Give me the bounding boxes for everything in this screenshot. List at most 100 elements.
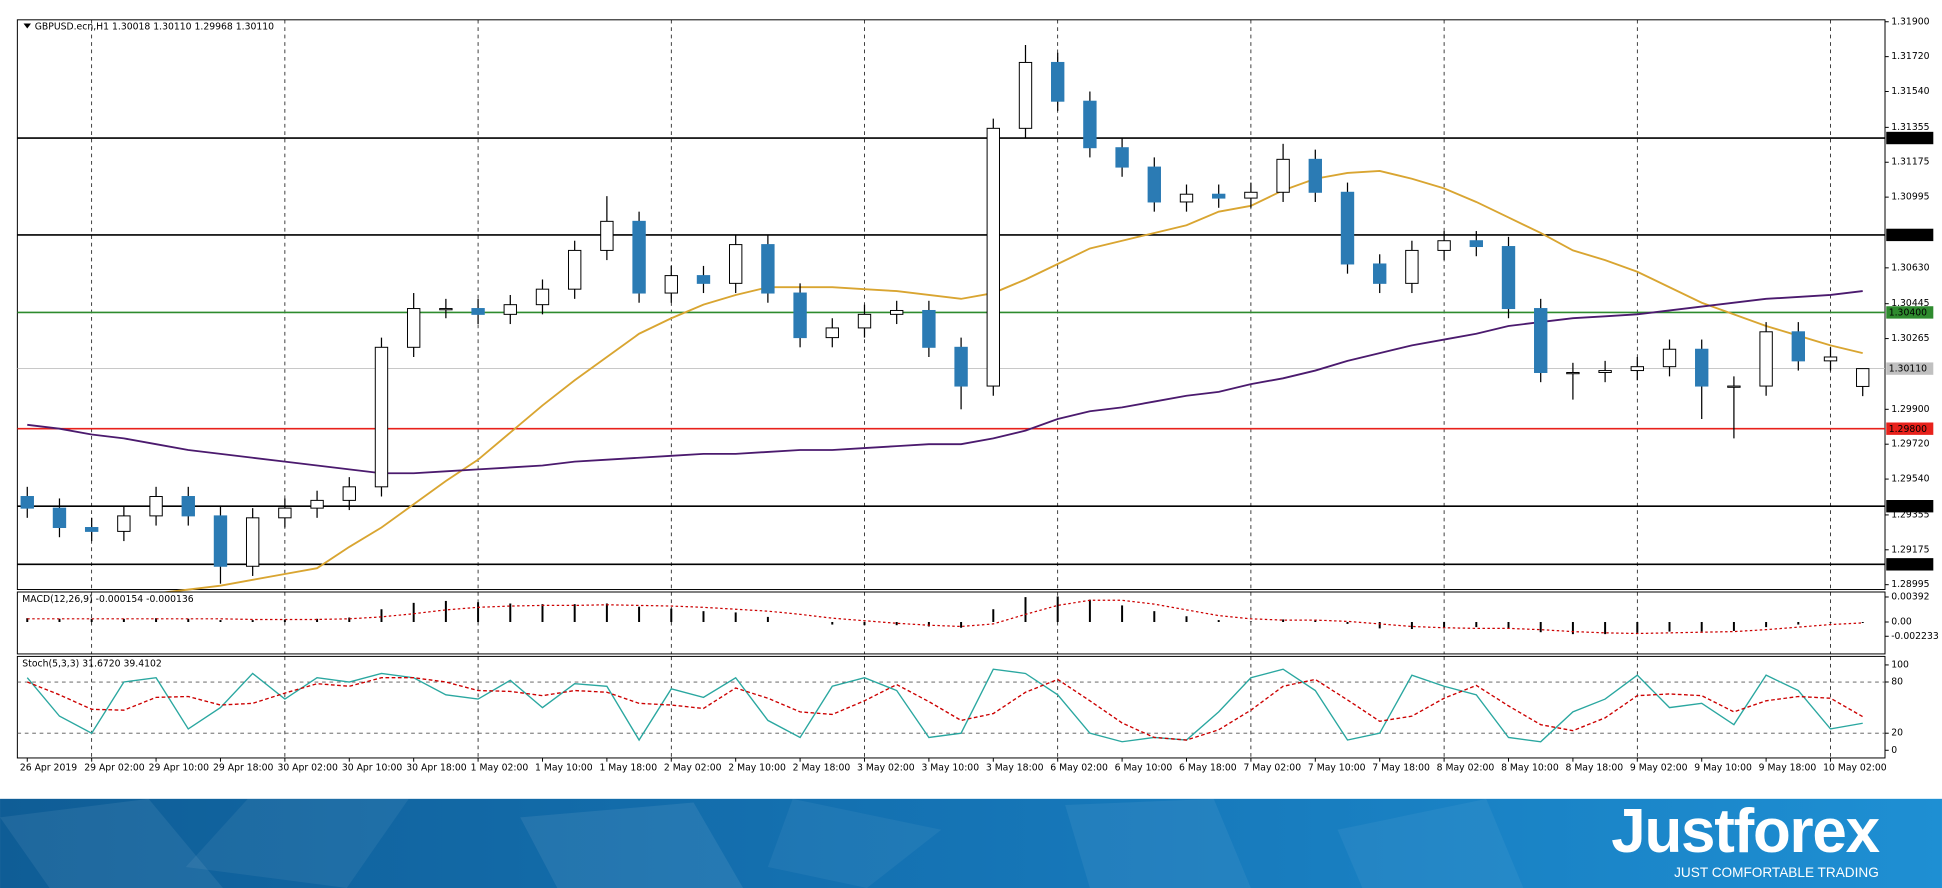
candle-body: [857, 313, 872, 329]
candle-body: [1727, 385, 1741, 388]
candle-body: [1147, 166, 1161, 203]
y-tick-label: 1.28995: [1891, 579, 1929, 590]
candle-body: [567, 249, 582, 290]
candle-body: [922, 309, 936, 348]
level-label: 1.30400: [1889, 308, 1927, 319]
y-tick-label: 0: [1891, 745, 1897, 756]
banner-shape: [0, 798, 223, 888]
banner-shape: [520, 802, 744, 888]
level-label: 1.30800: [1889, 230, 1927, 241]
candle-body: [1276, 158, 1290, 193]
x-tick-label: 3 May 02:00: [857, 762, 915, 773]
banner-shape: [185, 798, 409, 888]
level-label: 1.29800: [1889, 424, 1927, 435]
x-tick-label: 8 May 02:00: [1437, 762, 1495, 773]
x-tick-label: 3 May 18:00: [986, 762, 1044, 773]
panel-title: Stoch(5,3,3) 31.6720 39.4102: [22, 658, 161, 669]
y-tick-label: 0.00: [1891, 617, 1912, 628]
panel-title: MACD(12,26,9) -0.000154 -0.000136: [22, 594, 193, 605]
candle-body: [1501, 246, 1516, 310]
x-tick-label: 29 Apr 02:00: [84, 762, 145, 773]
candle-body: [310, 499, 324, 509]
y-tick-label: 1.30445: [1891, 298, 1929, 309]
banner-shape: [1337, 798, 1524, 888]
candle-body: [632, 220, 646, 294]
candle-body: [439, 308, 453, 311]
panel-frame: [16, 19, 1886, 591]
panel-title: GBPUSD.ecn,H1 1.30018 1.30110 1.29968 1.…: [35, 22, 274, 33]
x-tick-label: 7 May 10:00: [1308, 762, 1366, 773]
y-tick-label: 1.31720: [1891, 51, 1929, 62]
level-label: 1.31300: [1889, 133, 1927, 144]
level-label: 1.29100: [1889, 559, 1927, 570]
moving-average: [27, 170, 1863, 601]
x-tick-label: 30 Apr 18:00: [406, 762, 467, 773]
candle-body: [1823, 356, 1838, 362]
candle-body: [1405, 249, 1419, 284]
candle-body: [52, 507, 67, 529]
y-tick-label: 1.29720: [1891, 439, 1929, 450]
banner-background: [0, 798, 1942, 888]
y-tick-label: 1.29540: [1891, 474, 1929, 485]
candle-body: [696, 275, 711, 284]
x-tick-label: 29 Apr 18:00: [213, 762, 274, 773]
banner-shape: [1065, 798, 1251, 888]
level-label: 1.29400: [1889, 501, 1927, 512]
candle-body: [1373, 263, 1387, 284]
candle-body: [1244, 191, 1258, 199]
candle-body: [406, 308, 421, 348]
candle-body: [728, 244, 743, 284]
x-tick-label: 8 May 18:00: [1565, 762, 1623, 773]
level-box: [1886, 558, 1934, 571]
candle-body: [664, 275, 678, 294]
candle-body: [1340, 191, 1355, 265]
candle-body: [1791, 331, 1806, 362]
candle-body: [1759, 331, 1773, 387]
x-tick-label: 29 Apr 10:00: [149, 762, 210, 773]
candle-body: [503, 304, 517, 315]
y-tick-label: 100: [1891, 659, 1909, 670]
y-tick-label: 1.30265: [1891, 333, 1929, 344]
candle-body: [1630, 366, 1644, 372]
candle-body: [793, 292, 807, 339]
level-label: 1.30110: [1889, 364, 1927, 375]
y-tick-label: 1.31900: [1891, 16, 1929, 27]
stoch-line: [26, 668, 1863, 743]
y-tick-label: 20: [1891, 728, 1903, 739]
candle-body: [278, 507, 292, 519]
x-tick-label: 10 May 02:00: [1823, 762, 1887, 773]
candle-body: [1212, 193, 1226, 199]
plot-area: 1.31900 1.31720 1.31540 1.31355 1.31175 1.309…: [16, 16, 1939, 773]
candle-body: [1598, 370, 1612, 373]
y-tick-label: 1.31540: [1891, 86, 1929, 97]
y-tick-label: 1.29355: [1891, 509, 1929, 520]
candle-body: [181, 496, 195, 517]
candle-body: [471, 308, 485, 315]
moving-average: [27, 290, 1863, 475]
candle-body: [761, 244, 775, 294]
level-box: [1886, 362, 1934, 375]
candle-body: [825, 327, 839, 339]
x-tick-label: 3 May 10:00: [921, 762, 979, 773]
candle-body: [1083, 100, 1097, 149]
x-tick-label: 2 May 18:00: [793, 762, 851, 773]
banner-shape: [767, 798, 942, 888]
candle-body: [986, 127, 1000, 387]
level-box: [1886, 306, 1934, 319]
x-tick-label: 26 Apr 2019: [20, 762, 77, 773]
level-box: [1886, 422, 1934, 435]
x-tick-label: 9 May 10:00: [1694, 762, 1752, 773]
banner: Justforex JUST COMFORTABLE TRADING: [0, 797, 1942, 888]
candle-body: [890, 309, 904, 315]
candle-body: [1115, 147, 1129, 168]
candle-body: [1018, 61, 1033, 129]
y-tick-label: 1.29900: [1891, 404, 1929, 415]
panel-frame: [16, 655, 1886, 759]
x-tick-label: 6 May 10:00: [1115, 762, 1173, 773]
candle-body: [600, 220, 614, 251]
candle-body: [1437, 240, 1451, 251]
y-tick-label: 1.29175: [1891, 544, 1929, 555]
candle-body: [535, 288, 550, 306]
brand-logo: Justforex: [1611, 797, 1879, 866]
